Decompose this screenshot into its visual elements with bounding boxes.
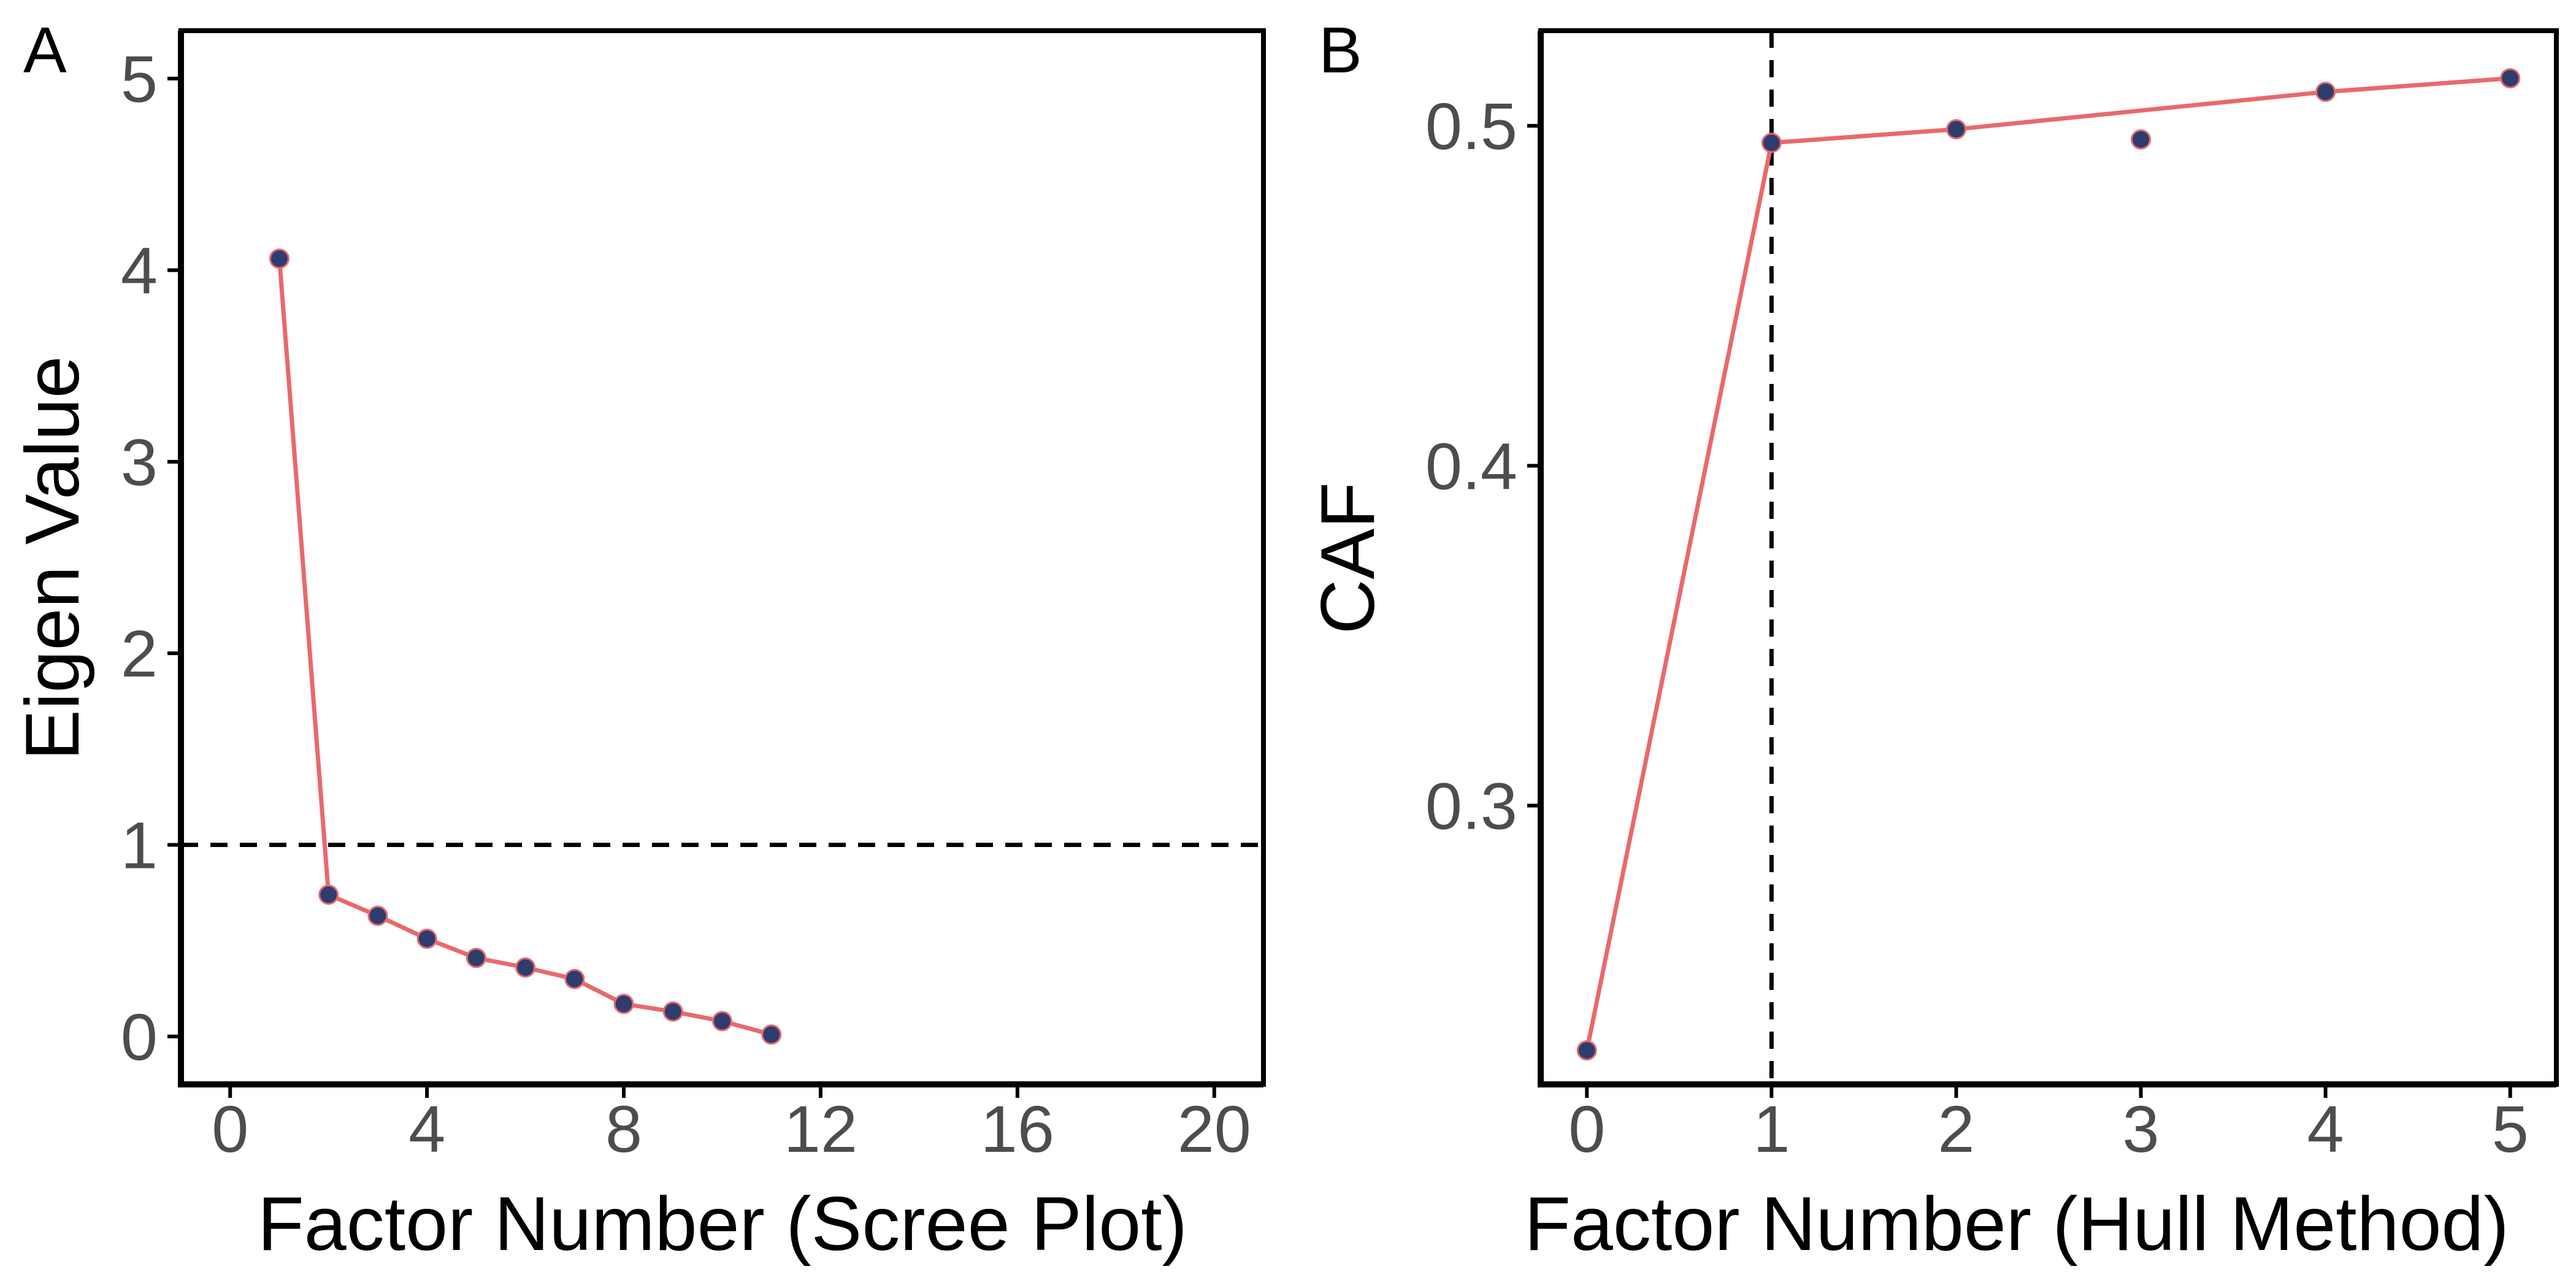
panel-b-data-point <box>1761 132 1782 153</box>
panel-a-data-point <box>662 1001 683 1022</box>
panel-a-x-tick-label: 16 <box>981 1092 1054 1166</box>
panel-a-data-point <box>269 248 289 269</box>
panel-b-y-tick-label: 0.5 <box>1425 89 1517 163</box>
panel-b-data-point <box>1576 1040 1597 1061</box>
panel-a-data-point <box>613 994 634 1014</box>
panel-a-x-tick-label: 0 <box>212 1092 248 1166</box>
panel-b-data-point <box>2315 82 2336 102</box>
panel-a-y-tick-label: 4 <box>121 233 158 307</box>
panel-a-x-axis-title: Factor Number (Scree Plot) <box>258 1182 1187 1267</box>
panel-a-y-tick-label: 2 <box>121 616 158 691</box>
panel-a-data-point <box>712 1011 732 1032</box>
panel-a-data-point <box>466 948 486 968</box>
panel-a-x-tick-label: 4 <box>408 1092 445 1166</box>
panel-b-hull-method: B 0 1 2 3 4 5 0.3 0.4 0.5 Factor Number (Hull Me… <box>1306 14 2559 1267</box>
panel-a-y-tick-label: 1 <box>121 808 158 883</box>
panel-b-x-tick-label: 5 <box>2492 1092 2529 1166</box>
panel-a-y-axis-title: Eigen Value <box>10 356 95 761</box>
panel-a-tag: A <box>23 14 67 86</box>
panel-a-data-point <box>761 1024 782 1045</box>
panel-a-y-tick-label: 0 <box>121 1000 158 1074</box>
panel-a-data-point <box>367 905 388 926</box>
panel-b-plot-area: 0 1 2 3 4 5 0.3 0.4 0.5 <box>1425 28 2559 1166</box>
panel-b-y-tick-label: 0.3 <box>1425 769 1517 843</box>
panel-b-data-point <box>2131 129 2152 150</box>
panel-b-y-axis-title: CAF <box>1306 482 1390 634</box>
panel-b-x-axis-title: Factor Number (Hull Method) <box>1524 1182 2509 1267</box>
panel-a-data-point <box>416 929 437 949</box>
panel-b-tag: B <box>1319 14 1362 86</box>
panel-a-data-point <box>515 957 536 978</box>
panel-b-data-point <box>2500 68 2521 89</box>
panel-b-x-tick-label: 4 <box>2307 1092 2344 1166</box>
panel-a-data-point <box>564 968 585 989</box>
panel-a-y-tick-label: 5 <box>121 42 158 116</box>
panel-b-y-tick-label: 0.4 <box>1425 429 1517 503</box>
panel-b-x-tick-label: 0 <box>1568 1092 1605 1166</box>
panel-b-data-point <box>1945 119 1966 140</box>
panel-b-x-tick-label: 1 <box>1753 1092 1790 1166</box>
panel-b-x-tick-label: 3 <box>2123 1092 2160 1166</box>
panel-b-x-tick-label: 2 <box>1938 1092 1974 1166</box>
panel-a-x-tick-label: 20 <box>1178 1092 1251 1166</box>
panel-a-data-point <box>318 884 339 905</box>
panel-a-x-tick-label: 12 <box>784 1092 857 1166</box>
panel-a-y-tick-label: 3 <box>121 425 158 499</box>
panel-a-x-tick-label: 8 <box>605 1092 642 1166</box>
